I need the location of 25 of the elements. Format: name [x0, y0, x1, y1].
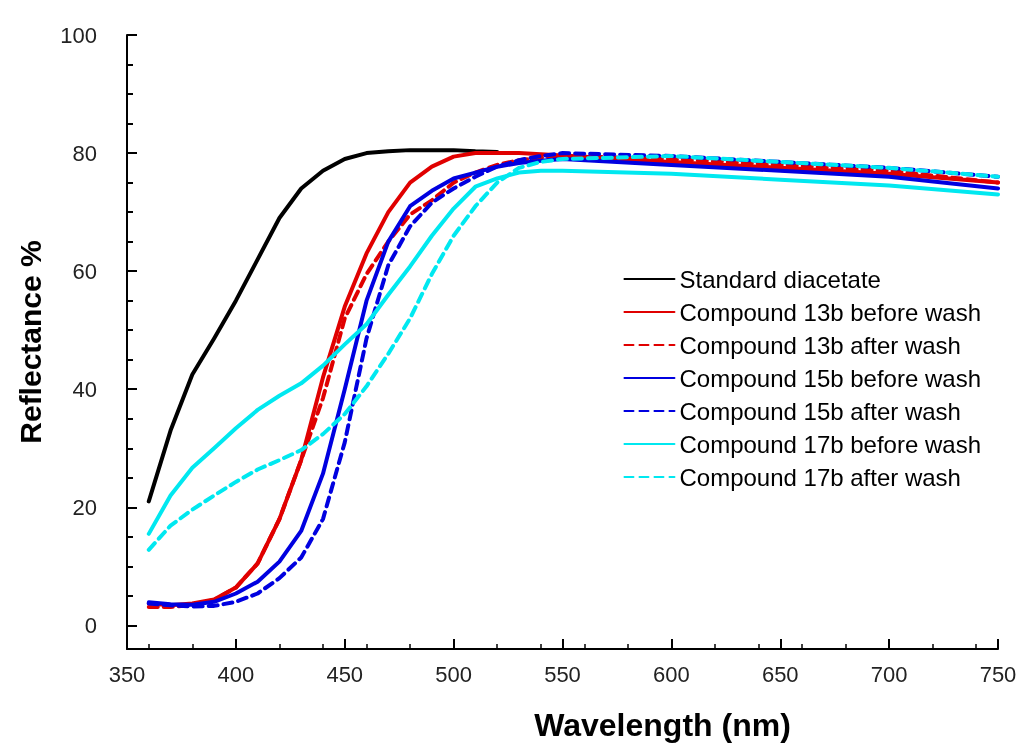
- y-tick-label: 40: [72, 376, 97, 402]
- y-tick-label: 60: [72, 258, 97, 284]
- legend-label: Compound 17b before wash: [679, 430, 982, 458]
- x-tick-label: 500: [435, 661, 472, 687]
- x-tick-label: 700: [870, 661, 908, 687]
- x-tick-label: 350: [108, 661, 146, 687]
- x-tick-label: 750: [979, 661, 1017, 687]
- x-tick-label: 400: [217, 661, 255, 687]
- y-axis-title: Reflectance %: [13, 240, 47, 444]
- x-axis-title: Wavelength (nm): [534, 707, 791, 743]
- x-tick-label: 450: [326, 661, 364, 687]
- y-tick-label: 80: [72, 140, 97, 166]
- line-series: [146, 148, 500, 504]
- x-tick-label: 650: [761, 661, 799, 687]
- x-tick-label: 600: [653, 661, 690, 687]
- y-tick-label: 100: [60, 22, 97, 48]
- legend-label: Compound 15b before wash: [679, 364, 982, 392]
- x-tick-label: 550: [544, 661, 581, 687]
- legend-label: Standard diacetate: [679, 265, 881, 293]
- legend-label: Compound 13b after wash: [679, 331, 961, 359]
- y-tick-label: 20: [72, 494, 97, 520]
- legend-label: Compound 17b after wash: [679, 463, 961, 491]
- y-tick-label: 0: [84, 612, 97, 638]
- legend-label: Compound 13b before wash: [679, 298, 982, 326]
- legend-label: Compound 15b after wash: [679, 397, 961, 425]
